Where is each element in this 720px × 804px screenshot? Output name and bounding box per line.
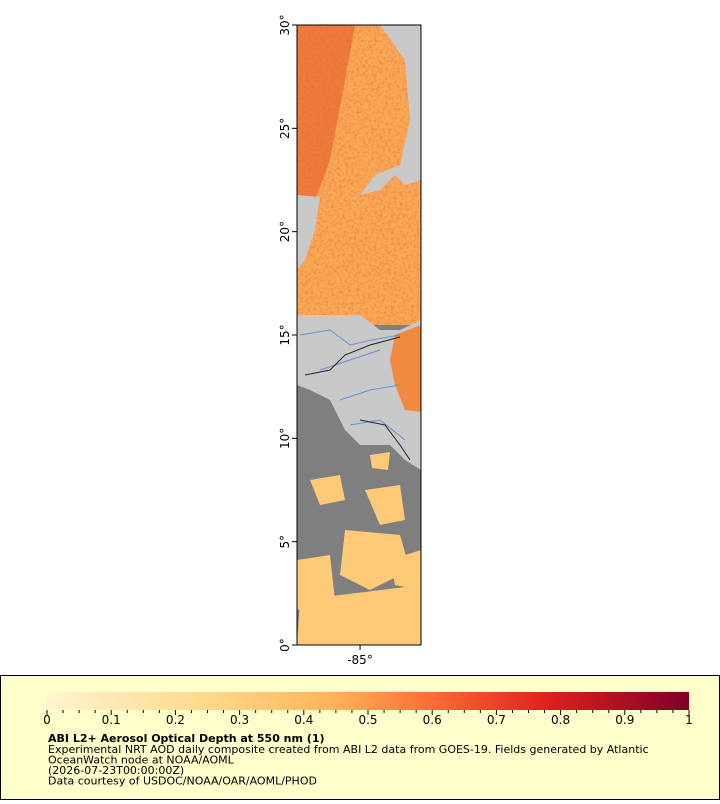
colorbar-tick-label: 0.3 bbox=[230, 713, 249, 727]
colorbar-tick-label: 0.8 bbox=[551, 713, 570, 727]
colorbar-tick-label: 0.5 bbox=[358, 713, 377, 727]
lat-tick-label: 25° bbox=[278, 118, 292, 139]
lat-tick-label: 10° bbox=[278, 428, 292, 449]
map-image bbox=[297, 25, 421, 645]
caption-line: Experimental NRT AOD daily composite cre… bbox=[48, 743, 649, 756]
colorbar-tick-label: 0.4 bbox=[294, 713, 313, 727]
lat-tick-label: 30° bbox=[278, 14, 292, 35]
caption-line: Data courtesy of USDOC/NOAA/OAR/AOML/PHO… bbox=[48, 775, 317, 788]
colorbar-tick-label: 0 bbox=[43, 713, 51, 727]
lat-tick-label: 0° bbox=[278, 638, 292, 652]
colorbar-tick-label: 1 bbox=[685, 713, 693, 727]
colorbar-tick-label: 0.9 bbox=[615, 713, 634, 727]
caption-line: (2026-07-23T00:00:00Z) bbox=[48, 764, 184, 777]
lat-tick-label: 20° bbox=[278, 221, 292, 242]
colorbar-tick-label: 0.2 bbox=[166, 713, 185, 727]
colorbar-tick-label: 0.7 bbox=[487, 713, 506, 727]
colorbar bbox=[47, 692, 689, 710]
colorbar-tick-label: 0.6 bbox=[423, 713, 442, 727]
lat-tick-label: 15° bbox=[278, 324, 292, 345]
caption-title: ABI L2+ Aerosol Optical Depth at 550 nm … bbox=[48, 732, 325, 745]
colorbar-tick-label: 0.1 bbox=[102, 713, 121, 727]
lon-tick-label: -85° bbox=[347, 653, 373, 667]
caption-line: OceanWatch node at NOAA/AOML bbox=[48, 754, 235, 767]
lat-tick-label: 5° bbox=[278, 535, 292, 549]
